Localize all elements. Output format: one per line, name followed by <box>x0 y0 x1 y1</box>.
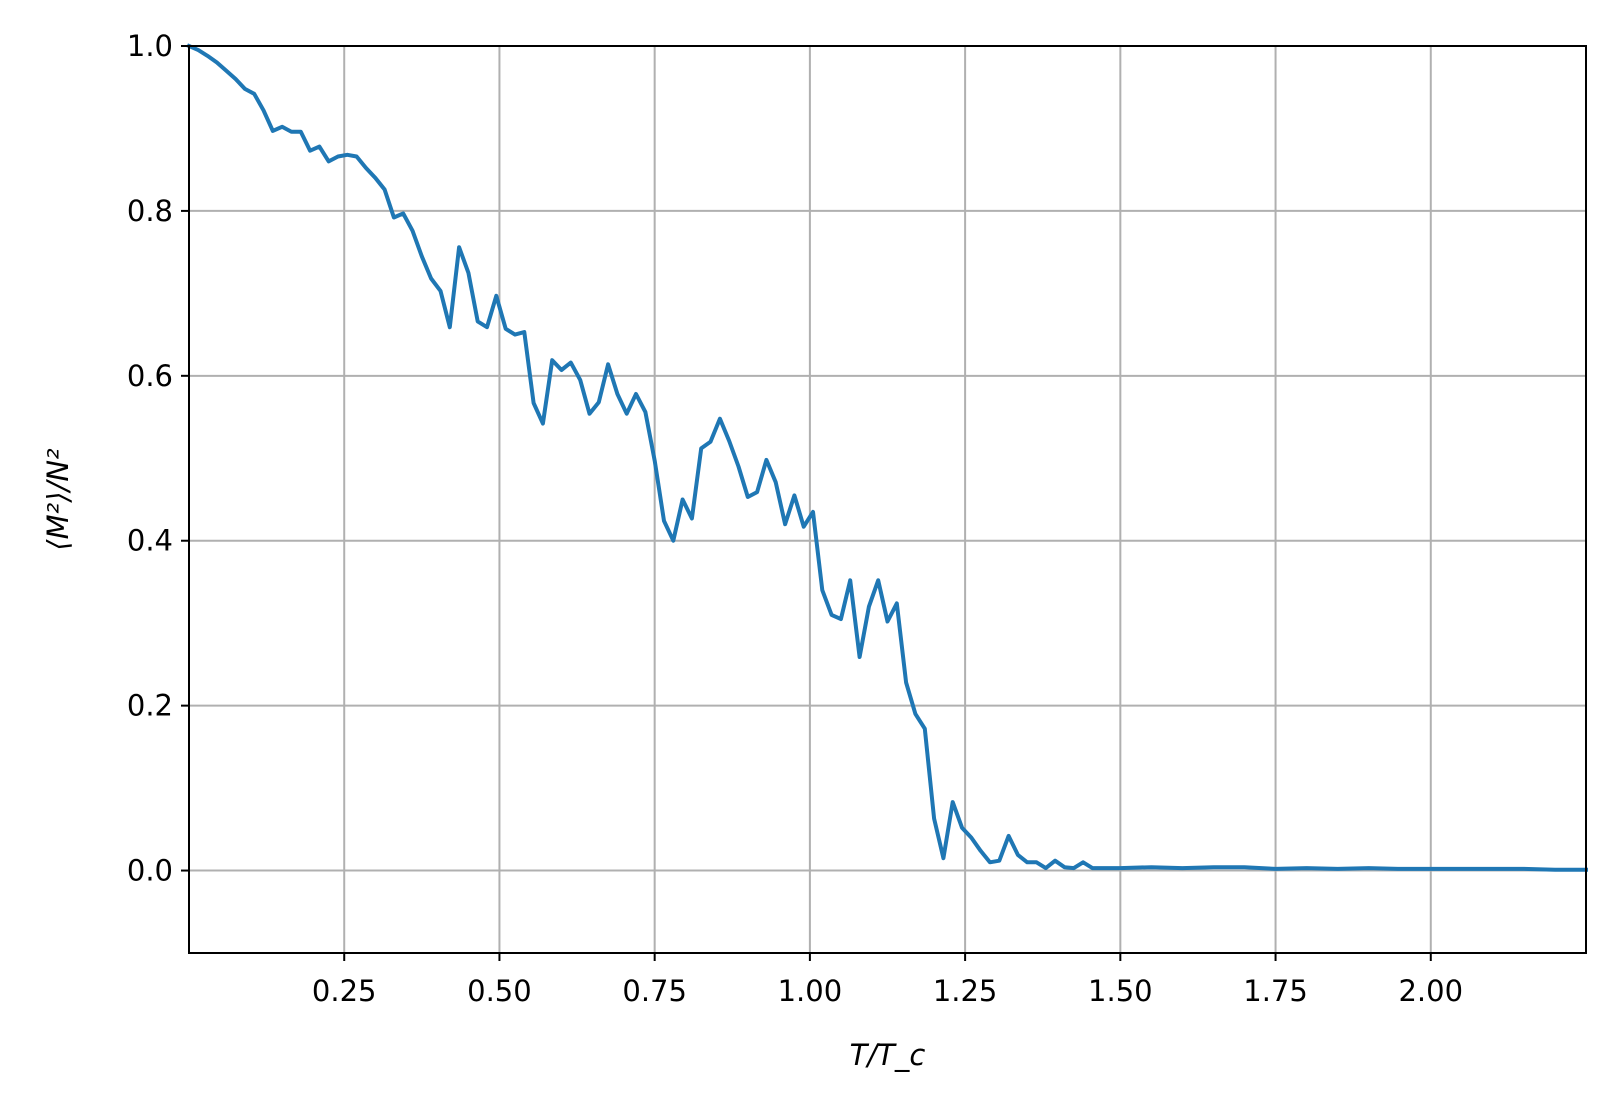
series-layer <box>186 43 1588 872</box>
y-tick-label: 0.4 <box>127 524 173 558</box>
x-axis-title: T/T_c <box>850 1038 926 1072</box>
y-tick-label: 1.0 <box>127 29 173 63</box>
y-axis-title: ⟨M²⟩/N² <box>41 448 75 551</box>
x-tick-label: 0.25 <box>312 974 377 1008</box>
y-tick-label: 0.6 <box>127 359 173 393</box>
x-tick-label: 1.25 <box>933 974 998 1008</box>
y-tick-label: 0.2 <box>127 689 173 723</box>
y-axis: 0.0 0.2 0.4 0.6 0.8 1.0 <box>127 29 189 888</box>
x-tick-label: 2.00 <box>1398 974 1463 1008</box>
x-tick-label: 1.00 <box>778 974 843 1008</box>
x-tick-label: 0.75 <box>622 974 687 1008</box>
x-tick-label: 1.75 <box>1243 974 1308 1008</box>
series-line <box>186 43 1588 872</box>
x-tick-label: 1.50 <box>1088 974 1153 1008</box>
axes-frame <box>188 45 1587 954</box>
x-axis: 0.25 0.50 0.75 1.00 1.25 1.50 1.75 2.00 <box>312 953 1463 1008</box>
x-tick-label: 0.50 <box>467 974 532 1008</box>
y-tick-label: 0.8 <box>127 194 173 228</box>
y-tick-label: 0.0 <box>127 854 173 888</box>
